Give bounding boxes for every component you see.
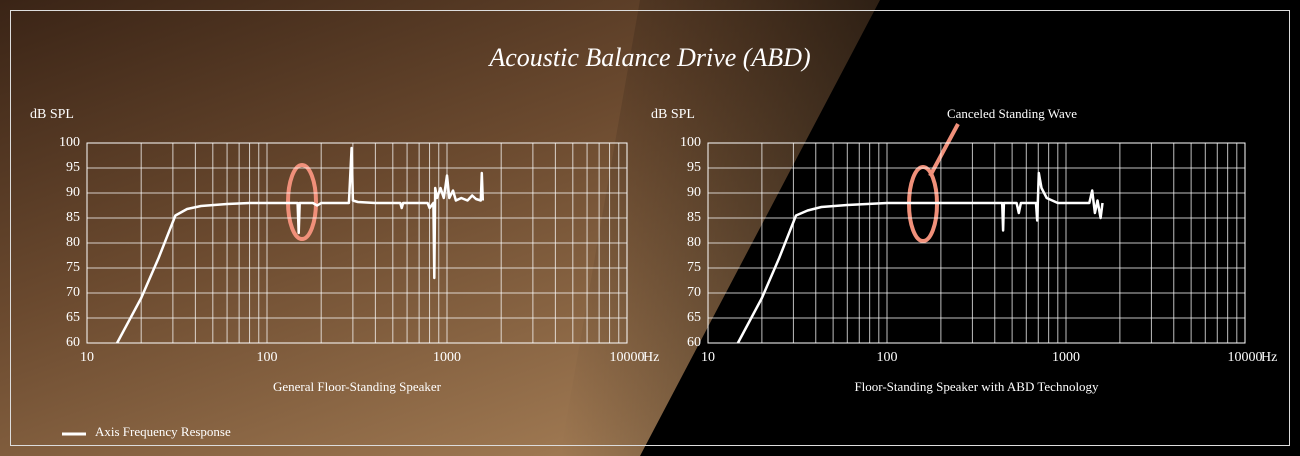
y-tick-label: 60 (687, 335, 701, 350)
y-axis-label: dB SPL (651, 107, 695, 122)
y-tick-label: 80 (687, 235, 701, 250)
x-tick-label: 1000 (1052, 350, 1080, 365)
x-tick-label: 10 (701, 350, 715, 365)
plot-border (86, 142, 628, 344)
y-tick-label: 85 (66, 210, 80, 225)
y-tick-label: 70 (66, 285, 80, 300)
y-tick-label: 65 (687, 310, 701, 325)
x-tick-label: 10000 (610, 350, 645, 365)
y-tick-label: 85 (687, 210, 701, 225)
x-tick-label: 100 (257, 350, 278, 365)
x-tick-label: 10 (80, 350, 94, 365)
y-tick-label: 100 (59, 135, 80, 150)
annotation: Canceled Standing Wave (947, 106, 1077, 121)
y-tick-label: 95 (66, 160, 80, 175)
y-axis-label: dB SPL (30, 107, 74, 122)
page-title: Acoustic Balance Drive (ABD) (487, 43, 810, 72)
y-tick-label: 100 (680, 135, 701, 150)
y-tick-label: 95 (687, 160, 701, 175)
y-tick-label: 60 (66, 335, 80, 350)
chart-subtitle: General Floor-Standing Speaker (273, 379, 442, 394)
x-tick-label: 100 (877, 350, 898, 365)
y-tick-label: 65 (66, 310, 80, 325)
x-tick-label: 10000 (1228, 350, 1263, 365)
frame (10, 10, 1290, 446)
y-tick-label: 90 (687, 185, 701, 200)
x-axis-label: Hz (643, 350, 659, 365)
line-series (736, 171, 1104, 344)
legend-label: Axis Frequency Response (95, 424, 231, 439)
dark-panel (640, 0, 1300, 456)
shadow (560, 0, 900, 456)
y-tick-label: 70 (687, 285, 701, 300)
annotation-pointer (928, 123, 960, 177)
y-tick-label: 75 (66, 260, 80, 275)
y-tick-label: 75 (687, 260, 701, 275)
y-tick-label: 80 (66, 235, 80, 250)
y-tick-label: 90 (66, 185, 80, 200)
x-axis-label: Hz (1261, 350, 1277, 365)
line-series (115, 146, 485, 344)
chart-subtitle: Floor-Standing Speaker with ABD Technolo… (854, 379, 1099, 394)
x-tick-label: 1000 (433, 350, 461, 365)
plot-border (707, 142, 1246, 344)
